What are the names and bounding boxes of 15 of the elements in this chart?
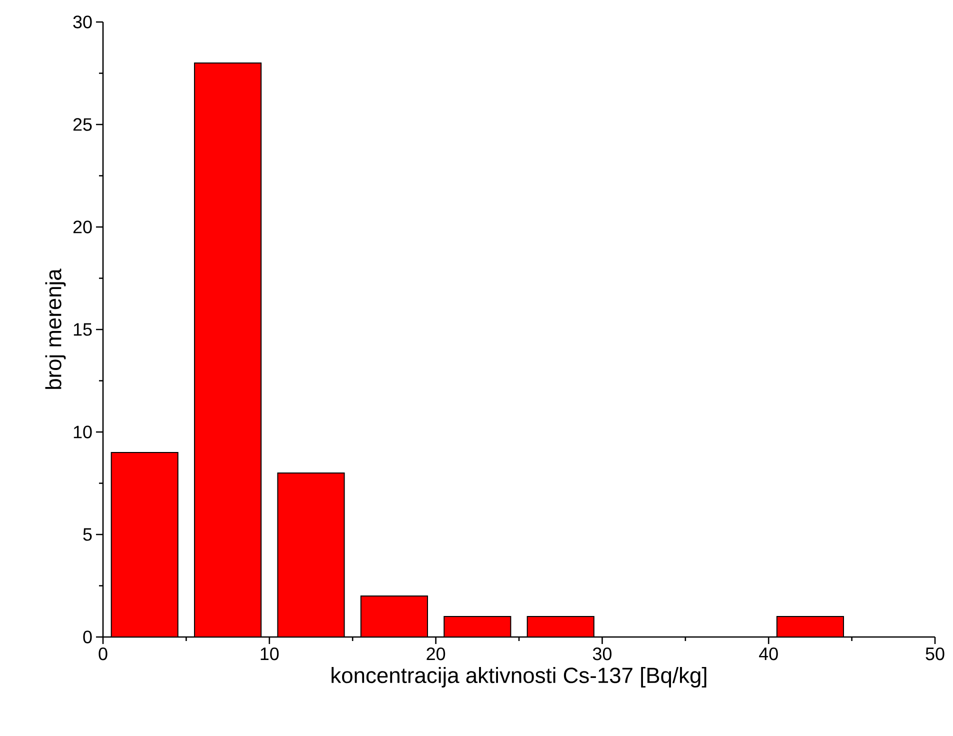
x-tick-label: 30 [592,647,612,660]
y-tick-label: 25 [73,118,92,131]
y-tick-label: 15 [74,323,92,336]
y-tick-label: 30 [73,16,92,28]
y-tick-label: 20 [73,220,92,234]
x-tick-label: 10 [260,647,279,660]
y-tick-label: 10 [74,426,92,438]
y-axis-title: broj merenja [45,268,66,389]
x-tick-label: 0 [98,647,108,660]
x-tick-label: 20 [426,647,446,660]
x-tick-label: 50 [926,647,944,660]
x-tick-label: 40 [759,647,778,660]
x-axis-title: koncentracija aktivnosti Cs-137 [Bq/kg] [332,667,706,688]
y-tick-label: 5 [83,528,92,541]
y-tick-label: 0 [83,630,92,644]
